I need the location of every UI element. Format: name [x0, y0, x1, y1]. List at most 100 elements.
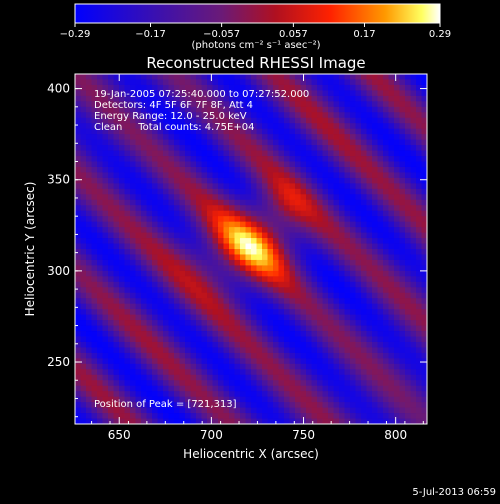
heatmap-cell	[350, 238, 356, 244]
heatmap-cell	[383, 418, 389, 425]
heatmap-cell	[212, 259, 219, 266]
heatmap-cell	[289, 199, 296, 206]
heatmap-cell	[284, 298, 290, 305]
heatmap-cell	[75, 243, 81, 250]
heatmap-cell	[355, 238, 362, 244]
heatmap-cell	[262, 221, 268, 228]
heatmap-cell	[322, 325, 329, 332]
heatmap-cell	[306, 79, 312, 86]
heatmap-cell	[97, 309, 103, 316]
heatmap-cell	[256, 232, 263, 239]
heatmap-cell	[91, 139, 98, 146]
heatmap-cell	[196, 298, 202, 305]
heatmap-cell	[86, 292, 92, 299]
heatmap-cell	[273, 188, 279, 195]
heatmap-cell	[273, 396, 279, 403]
heatmap-cell	[278, 265, 285, 272]
heatmap-cell	[97, 216, 103, 223]
heatmap-cell	[416, 84, 422, 91]
heatmap-cell	[102, 281, 109, 288]
heatmap-cell	[295, 303, 301, 310]
heatmap-cell	[163, 358, 169, 365]
heatmap-cell	[91, 232, 98, 239]
heatmap-cell	[328, 134, 334, 141]
heatmap-cell	[119, 166, 125, 173]
heatmap-cell	[366, 183, 373, 190]
heatmap-cell	[344, 380, 351, 387]
heatmap-cell	[333, 320, 340, 326]
heatmap-cell	[278, 298, 285, 305]
heatmap-cell	[410, 243, 417, 250]
heatmap-cell	[322, 309, 329, 316]
heatmap-cell	[190, 194, 197, 201]
heatmap-cell	[223, 95, 230, 102]
heatmap-cell	[339, 123, 345, 130]
heatmap-cell	[229, 74, 235, 80]
heatmap-cell	[339, 254, 345, 261]
heatmap-cell	[234, 90, 241, 97]
heatmap-cell	[223, 221, 230, 228]
heatmap-cell	[102, 402, 109, 408]
heatmap-cell	[394, 161, 400, 168]
heatmap-cell	[399, 265, 406, 272]
heatmap-cell	[174, 369, 180, 376]
heatmap-cell	[168, 276, 175, 283]
plot-frame	[74, 73, 428, 425]
heatmap-cell	[130, 259, 136, 266]
heatmap-cell	[383, 369, 389, 376]
heatmap-cell	[322, 413, 329, 419]
heatmap-cell	[91, 150, 98, 157]
heatmap-cell	[91, 391, 98, 398]
heatmap-cell	[212, 341, 219, 348]
heatmap-cell	[372, 259, 378, 266]
heatmap-cell	[141, 292, 147, 299]
heatmap-cell	[361, 188, 367, 195]
heatmap-cell	[80, 396, 87, 403]
heatmap-cell	[229, 287, 235, 294]
heatmap-cell	[86, 123, 92, 130]
heatmap-cell	[355, 396, 362, 403]
heatmap-cell	[234, 369, 241, 376]
heatmap-cell	[410, 391, 417, 398]
heatmap-cell	[350, 380, 356, 387]
heatmap-cell	[295, 413, 301, 419]
heatmap-cell	[245, 227, 252, 233]
heatmap-cell	[300, 106, 307, 113]
heatmap-cell	[190, 287, 197, 294]
heatmap-cell	[350, 352, 356, 359]
heatmap-cell	[168, 177, 175, 184]
heatmap-cell	[229, 309, 235, 316]
heatmap-cell	[207, 385, 213, 392]
heatmap-cell	[201, 84, 208, 91]
heatmap-cell	[366, 177, 373, 184]
heatmap-cell	[399, 309, 406, 316]
heatmap-cell	[75, 320, 81, 326]
heatmap-cell	[119, 90, 125, 97]
heatmap-cell	[196, 413, 202, 419]
heatmap-cell	[196, 249, 202, 255]
heatmap-cell	[416, 363, 422, 370]
heatmap-cell	[350, 95, 356, 102]
heatmap-cell	[108, 117, 114, 124]
heatmap-cell	[317, 331, 323, 337]
heatmap-cell	[361, 205, 367, 212]
heatmap-cell	[366, 407, 373, 414]
heatmap-cell	[388, 199, 395, 206]
heatmap-cell	[251, 232, 257, 239]
chart-title: Reconstructed RHESSI Image	[146, 54, 365, 72]
heatmap-cell	[86, 303, 92, 310]
heatmap-cell	[174, 336, 180, 343]
heatmap-cell	[124, 199, 131, 206]
heatmap-cell	[113, 156, 120, 162]
heatmap-cell	[152, 161, 158, 168]
heatmap-cell	[207, 150, 213, 157]
heatmap-cell	[273, 413, 279, 419]
heatmap-cell	[339, 265, 345, 272]
heatmap-cell	[168, 259, 175, 266]
heatmap-cell	[157, 331, 164, 337]
heatmap-cell	[267, 287, 274, 294]
heatmap-cell	[201, 314, 208, 321]
heatmap-cell	[311, 347, 318, 354]
heatmap-cell	[333, 363, 340, 370]
heatmap-cell	[141, 413, 147, 419]
